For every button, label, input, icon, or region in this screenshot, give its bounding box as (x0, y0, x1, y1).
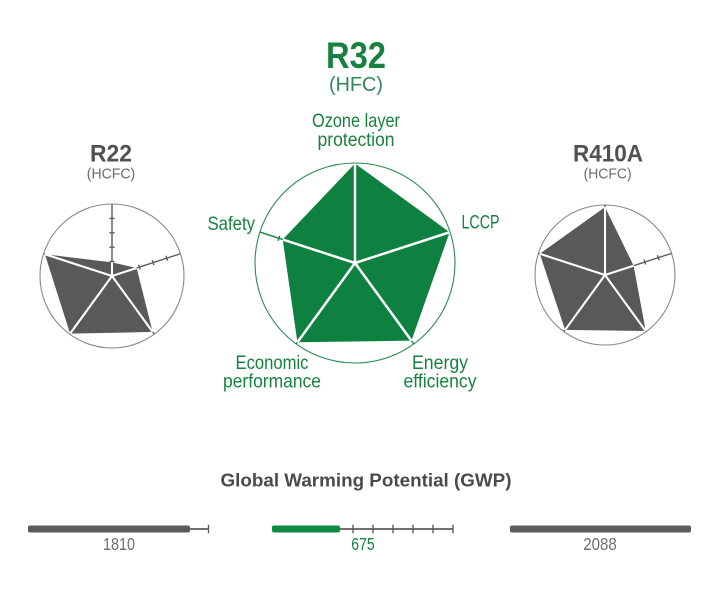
svg-text:(HFC): (HFC) (329, 73, 383, 96)
svg-text:Safety: Safety (208, 213, 256, 235)
svg-text:performance: performance (223, 371, 321, 393)
svg-text:LCCP: LCCP (462, 212, 500, 234)
svg-text:2088: 2088 (583, 534, 617, 554)
svg-text:protection: protection (318, 129, 395, 151)
svg-text:R32: R32 (326, 35, 386, 76)
svg-text:Economic: Economic (236, 352, 309, 374)
svg-text:(HCFC): (HCFC) (584, 165, 632, 182)
svg-text:Energy: Energy (412, 352, 468, 374)
svg-text:Ozone layer: Ozone layer (312, 110, 400, 132)
svg-text:Global Warming Potential (GWP): Global Warming Potential (GWP) (221, 471, 512, 491)
svg-text:1810: 1810 (103, 534, 135, 554)
svg-text:efficiency: efficiency (404, 371, 477, 393)
svg-text:675: 675 (351, 534, 375, 554)
svg-text:R22: R22 (90, 140, 132, 167)
svg-text:R410A: R410A (573, 140, 643, 167)
svg-text:(HCFC): (HCFC) (87, 165, 136, 182)
